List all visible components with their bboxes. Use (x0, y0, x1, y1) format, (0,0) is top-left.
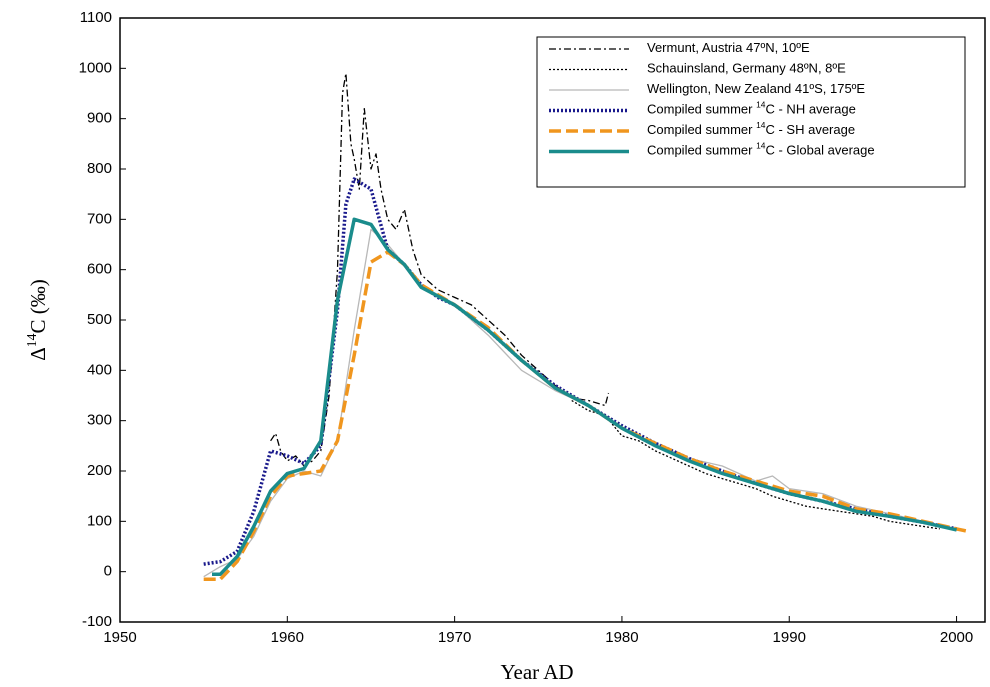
x-tick-label: 2000 (940, 629, 973, 646)
y-tick-label: 600 (87, 261, 112, 278)
y-tick-label: 1100 (80, 9, 112, 26)
legend-box (536, 36, 966, 188)
y-tick-label: 700 (87, 210, 112, 227)
legend-label: Schauinsland, Germany 48ºN, 8ºE (647, 61, 846, 76)
y-tick-label: 200 (87, 462, 112, 479)
y-tick-label: 900 (87, 110, 112, 127)
y-tick-label: 100 (87, 512, 112, 529)
x-axis-label: Year AD (500, 660, 573, 684)
y-tick-label: 300 (87, 412, 112, 429)
y-tick-label: -100 (82, 613, 112, 630)
x-tick-label: 1950 (103, 629, 136, 646)
y-tick-label: 500 (87, 311, 112, 328)
x-tick-label: 1980 (605, 629, 638, 646)
y-tick-label: 0 (104, 563, 112, 580)
legend-label: Compiled summer 14C - NH average (647, 100, 856, 117)
y-tick-label: 1000 (79, 59, 112, 76)
legend-label: Wellington, New Zealand 41ºS, 175ºE (647, 81, 865, 96)
series-line (212, 217, 957, 576)
x-tick-label: 1990 (773, 629, 806, 646)
legend-label: Compiled summer 14C - Global average (647, 141, 875, 158)
x-tick-label: 1960 (271, 629, 304, 646)
legend-label: Compiled summer 14C - SH average (647, 120, 855, 137)
legend-label: Vermunt, Austria 47ºN, 10ºE (647, 40, 810, 55)
y-tick-label: 800 (87, 160, 112, 177)
y-axis-label: Δ14C (‰) (24, 279, 50, 360)
series-line (270, 72, 610, 467)
x-tick-label: 1970 (438, 629, 471, 646)
y-tick-label: 400 (87, 361, 112, 378)
